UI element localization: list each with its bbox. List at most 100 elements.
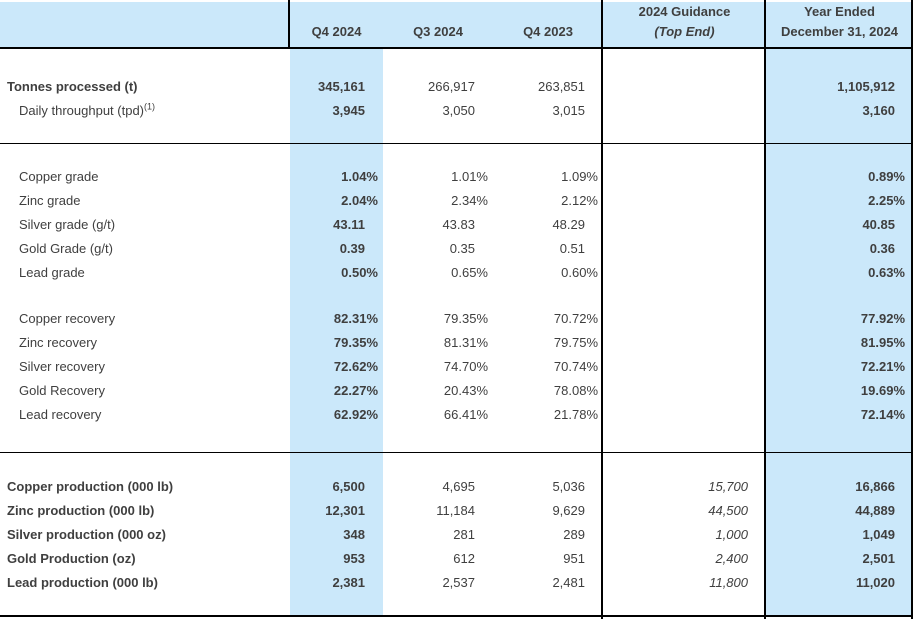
cell-q4-2023: 2.12%: [561, 192, 598, 208]
header-highlight-band: [0, 2, 913, 47]
guidance-column-right-border: [764, 0, 766, 619]
cell-q4-2024: 345,161: [318, 79, 365, 94]
cell-year-ended-december-31-2024: 16,866: [855, 479, 895, 494]
cell-q3-2024: 74.70%: [443, 358, 488, 374]
cell-q3-2024: 0.65%: [451, 264, 488, 280]
header-cell-q4-2023: Q4 2023: [493, 2, 603, 47]
cell-guidance-2024-top-end: 1,000: [715, 527, 748, 542]
cell-guidance-2024-top-end: [603, 355, 766, 379]
cell-q4-2023: 289: [563, 527, 585, 542]
cell-q3-2024: 79.35%: [443, 310, 488, 326]
cell-q3-2024: 281: [453, 527, 475, 542]
cell-q4-2024: 2,381: [332, 575, 365, 590]
cell-q4-2023: 951: [563, 551, 585, 566]
cell-q4-2024: 72.62%: [333, 358, 378, 374]
table-row-zinc-recovery: Zinc recovery 79.35% 81.31% 79.75% 81.95%: [0, 331, 913, 355]
cell-q3-2024: 1.01%: [451, 168, 488, 184]
cell-q4-2024: 82.31%: [333, 310, 378, 326]
table-row-lead-production-000-lb: Lead production (000 lb) 2,381 2,537 2,481 1…: [0, 571, 913, 595]
table-row-zinc-grade: Zinc grade 2.04% 2.34% 2.12% 2.25%: [0, 189, 913, 213]
table-row-copper-recovery: Copper recovery 82.31% 79.35% 70.72% 77.92%: [0, 307, 913, 331]
column-header-guidance-line2: (Top End): [654, 24, 715, 39]
table-row-silver-production-000-oz: Silver production (000 oz) 348 281 289 1,000…: [0, 523, 913, 547]
cell-q4-2024: 348: [343, 527, 365, 542]
row-label: Zinc grade: [19, 192, 81, 208]
cell-guidance-2024-top-end: [603, 99, 766, 123]
cell-guidance-2024-top-end: [603, 403, 766, 427]
column-header-year-ended-line1: Year Ended: [804, 4, 875, 19]
cell-q3-2024: 4,695: [442, 479, 475, 494]
row-label: Lead production (000 lb): [7, 575, 158, 590]
cell-year-ended-december-31-2024: 0.89%: [868, 168, 905, 184]
cell-q4-2024: 2.04%: [341, 192, 378, 208]
cell-q4-2024: 953: [343, 551, 365, 566]
cell-guidance-2024-top-end: [603, 331, 766, 355]
cell-q4-2024: 12,301: [325, 503, 365, 518]
cell-year-ended-december-31-2024: 0.36: [869, 240, 895, 256]
table-header-row: Q4 2024 Q3 2024 Q4 2023 2024 Guidance (T…: [0, 2, 913, 49]
header-cell-guidance: 2024 Guidance (Top End): [603, 2, 766, 47]
cell-year-ended-december-31-2024: 40.85: [862, 216, 895, 232]
row-label: Silver recovery: [19, 358, 105, 374]
table-right-border: [911, 0, 913, 619]
table-row-copper-production-000-lb: Copper production (000 lb) 6,500 4,695 5,03…: [0, 475, 913, 499]
cell-year-ended-december-31-2024: 11,020: [855, 575, 895, 590]
header-cell-year-ended: Year Ended December 31, 2024: [766, 2, 913, 47]
cell-q3-2024: 11,184: [436, 503, 475, 518]
cell-guidance-2024-top-end: [603, 75, 766, 99]
cell-guidance-2024-top-end: 11,800: [709, 575, 748, 590]
cell-q4-2023: 79.75%: [553, 334, 598, 350]
table-row-zinc-production-000-lb: Zinc production (000 lb) 12,301 11,184 9,62…: [0, 499, 913, 523]
table-row-gold-production-oz: Gold Production (oz) 953 612 951 2,400 2,501: [0, 547, 913, 571]
cell-guidance-2024-top-end: [603, 189, 766, 213]
year-ended-column-highlight: [766, 2, 913, 617]
row-label: Gold Production (oz): [7, 551, 136, 566]
row-label: Lead recovery: [19, 406, 102, 422]
row-label: Copper recovery: [19, 310, 116, 326]
section-throughput: Tonnes processed (t) 345,161 266,917 263,85…: [0, 49, 913, 144]
row-label: Daily throughput (tpd)(1): [19, 101, 156, 118]
cell-year-ended-december-31-2024: 2.25%: [868, 192, 905, 208]
column-header-q4-2024: Q4 2024: [311, 24, 362, 39]
cell-q3-2024: 20.43%: [443, 382, 488, 398]
cell-q4-2023: 1.09%: [561, 168, 598, 184]
cell-guidance-2024-top-end: 15,700: [708, 479, 748, 494]
header-label-divider-line: [288, 0, 290, 49]
table-row-gold-recovery: Gold Recovery 22.27% 20.43% 78.08% 19.69%: [0, 379, 913, 403]
cell-q4-2023: 78.08%: [553, 382, 598, 398]
row-label: Silver production (000 oz): [7, 527, 166, 542]
cell-q4-2023: 2,481: [552, 575, 585, 590]
row-label: Gold Recovery: [19, 382, 105, 398]
cell-guidance-2024-top-end: [603, 261, 766, 285]
cell-q3-2024: 3,050: [442, 103, 475, 118]
header-cell-q3-2024: Q3 2024: [383, 2, 493, 47]
cell-q3-2024: 0.35: [449, 240, 475, 256]
cell-q3-2024: 612: [453, 551, 475, 566]
row-label: Copper grade: [19, 168, 99, 184]
cell-year-ended-december-31-2024: 3,160: [862, 103, 895, 118]
cell-guidance-2024-top-end: 44,500: [708, 503, 748, 518]
row-label: Zinc recovery: [19, 334, 98, 350]
header-cell-q4-2024: Q4 2024: [290, 2, 383, 47]
section-grades-and-recoveries: Copper grade 1.04% 1.01% 1.09% 0.89% Zinc gra…: [0, 144, 913, 453]
cell-year-ended-december-31-2024: 1,105,912: [837, 79, 895, 94]
cell-q4-2024: 6,500: [332, 479, 365, 494]
cell-year-ended-december-31-2024: 72.14%: [860, 406, 905, 422]
cell-year-ended-december-31-2024: 44,889: [855, 503, 895, 518]
table-row-lead-recovery: Lead recovery 62.92% 66.41% 21.78% 72.14%: [0, 403, 913, 427]
cell-q3-2024: 43.83: [442, 216, 475, 232]
cell-q4-2023: 21.78%: [553, 406, 598, 422]
table-row-gold-grade-g-t: Gold Grade (g/t) 0.39 0.35 0.51 0.36: [0, 237, 913, 261]
table-row-daily-throughput-tpd: Daily throughput (tpd)(1) 3,945 3,050 3,015…: [0, 99, 913, 123]
row-label: Zinc production (000 lb): [7, 503, 155, 518]
cell-q3-2024: 266,917: [428, 79, 475, 94]
cell-guidance-2024-top-end: [603, 213, 766, 237]
cell-year-ended-december-31-2024: 0.63%: [868, 264, 905, 280]
row-label: Tonnes processed (t): [7, 79, 138, 94]
cell-guidance-2024-top-end: 2,400: [715, 551, 748, 566]
row-label: Copper production (000 lb): [7, 479, 174, 494]
cell-q4-2023: 70.74%: [553, 358, 598, 374]
guidance-column-left-border: [601, 0, 603, 619]
cell-q4-2023: 263,851: [538, 79, 585, 94]
